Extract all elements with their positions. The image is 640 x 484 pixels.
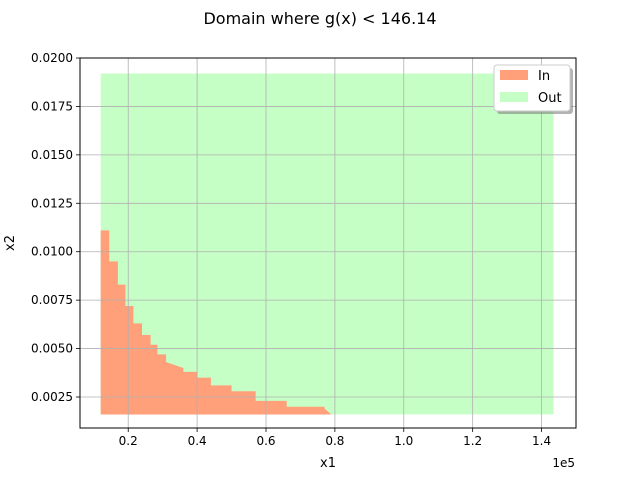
x-tick-label: 0.6 — [256, 434, 275, 448]
x-tick-label: 0.2 — [119, 434, 138, 448]
y-tick-label: 0.0200 — [31, 51, 73, 65]
x-tick-label: 0.8 — [325, 434, 344, 448]
y-tick-label: 0.0025 — [31, 390, 73, 404]
y-tick-label: 0.0125 — [31, 196, 73, 210]
plot-area — [80, 58, 576, 428]
grid-lines — [80, 58, 576, 428]
region-out — [100, 73, 554, 415]
x-axis: 0.2 0.4 0.6 0.8 1.0 1.2 1.4 — [119, 428, 551, 448]
x-tick-label: 0.4 — [188, 434, 207, 448]
legend-swatch-out — [500, 92, 528, 102]
chart-title: Domain where g(x) < 146.14 — [203, 9, 436, 28]
legend-label-in: In — [538, 69, 550, 84]
legend-label-out: Out — [538, 91, 562, 106]
x-tick-label: 1.4 — [532, 434, 551, 448]
region-in — [100, 230, 332, 415]
y-tick-label: 0.0075 — [31, 293, 73, 307]
x-axis-label: x1 — [320, 456, 336, 471]
x-tick-label: 1.2 — [463, 434, 482, 448]
legend-swatch-in — [500, 70, 528, 80]
legend: In Out — [493, 64, 573, 114]
y-tick-label: 0.0150 — [31, 148, 73, 162]
y-axis-label: x2 — [3, 235, 18, 251]
y-tick-label: 0.0050 — [31, 342, 73, 356]
x-tick-label: 1.0 — [394, 434, 413, 448]
plot-frame — [79, 57, 577, 429]
y-tick-label: 0.0175 — [31, 99, 73, 113]
y-axis: 0.0025 0.0050 0.0075 0.0100 0.0125 0.0150 0.01… — [31, 51, 80, 404]
regions — [100, 73, 554, 415]
y-tick-label: 0.0100 — [31, 245, 73, 259]
x-offset-label: 1e5 — [552, 456, 575, 470]
